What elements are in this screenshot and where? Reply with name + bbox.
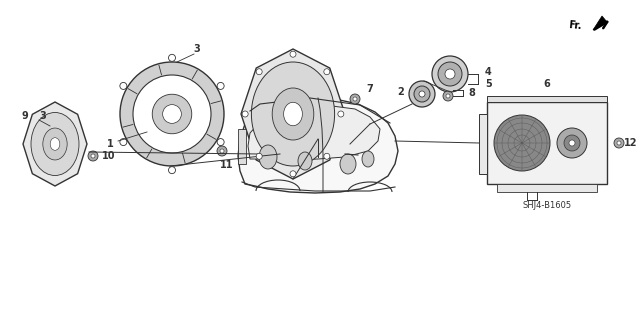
Polygon shape [238,97,398,193]
Circle shape [569,140,575,146]
Circle shape [88,151,98,161]
Circle shape [91,154,95,158]
Circle shape [438,62,462,86]
Polygon shape [248,106,380,160]
Ellipse shape [298,152,312,170]
Text: 4: 4 [485,67,492,77]
Polygon shape [593,16,607,30]
Bar [497,184,597,192]
Circle shape [324,153,330,159]
Bar [238,129,246,164]
Text: 12: 12 [624,138,637,148]
Circle shape [242,111,248,117]
Circle shape [350,94,360,104]
Polygon shape [241,49,345,179]
Circle shape [168,167,175,174]
Circle shape [557,128,587,158]
Circle shape [409,81,435,107]
Ellipse shape [252,62,335,166]
Circle shape [614,138,624,148]
Circle shape [564,135,580,151]
Circle shape [414,86,430,102]
Text: 10: 10 [102,151,116,161]
Circle shape [446,94,450,98]
Ellipse shape [43,128,67,160]
Ellipse shape [50,138,60,150]
Text: 9: 9 [22,111,28,121]
Bar [479,114,487,174]
Circle shape [290,51,296,57]
Circle shape [152,94,192,134]
Bar [487,102,607,184]
Circle shape [220,149,224,153]
Circle shape [120,62,224,166]
Polygon shape [23,102,87,186]
Circle shape [256,69,262,75]
Circle shape [217,146,227,156]
Text: 5: 5 [485,79,492,89]
Text: 3: 3 [194,44,200,54]
Circle shape [494,115,550,171]
Text: 7: 7 [367,84,373,94]
Text: Fr.: Fr. [568,20,582,32]
Ellipse shape [31,113,79,175]
Circle shape [338,111,344,117]
Text: 2: 2 [397,87,404,97]
Ellipse shape [362,151,374,167]
Text: 8: 8 [468,88,475,98]
Circle shape [443,91,453,101]
Text: 11: 11 [220,160,234,170]
Circle shape [432,56,468,92]
Text: 1: 1 [107,139,113,149]
Circle shape [163,105,181,123]
Circle shape [120,82,127,89]
Circle shape [324,69,330,75]
Text: SHJ4-B1605: SHJ4-B1605 [522,202,572,211]
Text: 6: 6 [543,79,550,89]
Circle shape [168,54,175,61]
Circle shape [217,82,224,89]
Circle shape [133,75,211,153]
Circle shape [353,97,357,101]
Circle shape [120,138,127,145]
Circle shape [419,91,425,97]
Circle shape [617,141,621,145]
Circle shape [290,171,296,177]
Circle shape [217,138,224,145]
Bar [487,96,607,102]
Ellipse shape [272,88,314,140]
Circle shape [256,153,262,159]
Text: 3: 3 [40,111,46,121]
Ellipse shape [340,154,356,174]
Ellipse shape [259,145,277,169]
Ellipse shape [284,102,302,126]
Circle shape [445,69,455,79]
